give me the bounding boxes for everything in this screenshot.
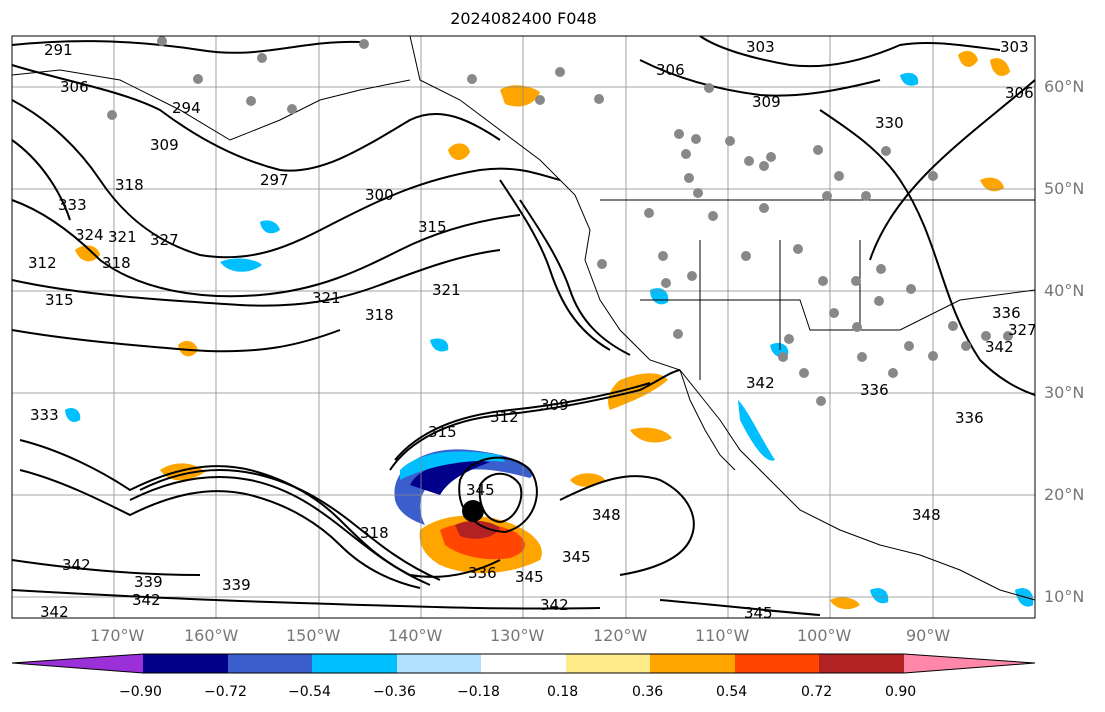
colorbar-segment [735,654,819,673]
contour-label: 318 [102,254,131,272]
contour-label: 333 [58,196,87,214]
contour-label: 342 [132,591,161,609]
lat-tick-label: 60°N [1044,77,1085,96]
contour-label: 336 [860,381,889,399]
contour-label: 297 [260,171,289,189]
contour-label: 333 [30,406,59,424]
colorbar-segment [312,654,397,673]
contour-label: 336 [992,304,1021,322]
colorbar-tick-label: −0.36 [373,684,416,700]
colorbar-segment [397,654,481,673]
lon-tick-label: 160°W [184,626,239,645]
lat-tick-label: 20°N [1044,485,1085,504]
contour-label: 336 [955,409,984,427]
station-dots [107,36,1013,406]
lon-tick-label: 100°W [797,626,852,645]
contour-label: 321 [312,289,341,307]
lon-tick-label: 150°W [286,626,341,645]
contour-label: 312 [28,254,57,272]
contour-label: 309 [150,136,179,154]
lon-tick-label: 130°W [490,626,545,645]
contour-label: 327 [150,231,179,249]
lon-tick-label: 90°W [906,626,951,645]
lon-tick-label: 140°W [388,626,443,645]
colorbar-segment [481,654,566,673]
colorbar-tick-label: −0.90 [119,684,162,700]
map-frame [11,35,1036,619]
contour-label: 318 [360,524,389,542]
contour-label: 342 [540,596,569,614]
contour-label: 315 [418,218,447,236]
colorbar [11,653,1036,674]
lat-tick-label: 50°N [1044,179,1085,198]
colorbar-tick-label: −0.54 [288,684,331,700]
contour-label: 294 [172,99,201,117]
contour-labels: 291 306 294 309 318 333 321 327 324 312 … [28,38,1037,622]
contour-label: 342 [985,338,1014,356]
contour-label: 345 [744,604,773,622]
contour-label: 345 [515,568,544,586]
contour-label: 339 [222,576,251,594]
storm-center-marker [462,500,484,522]
colorbar-segment [819,654,904,673]
contour-label: 336 [468,564,497,582]
colorbar-segment [566,654,650,673]
colorbar-tick-label: 0.36 [632,684,664,700]
contour-label: 321 [432,281,461,299]
lat-tick-label: 10°N [1044,587,1085,606]
contour-label: 318 [115,176,144,194]
lon-tick-label: 120°W [593,626,648,645]
colorbar-tick-label: 0.72 [801,684,833,700]
lon-tick-label: 170°W [90,626,145,645]
contour-label: 306 [1005,84,1034,102]
contour-label: 342 [40,603,69,621]
colorbar-extend-high [904,654,1035,673]
contour-label: 303 [1000,38,1029,56]
colorbar-segment [650,654,735,673]
colorbar-tick-label: 0.18 [547,684,579,700]
lat-tick-label: 40°N [1044,281,1085,300]
colorbar-extend-low [12,654,143,673]
colorbar-tick-label: −0.18 [457,684,500,700]
contour-label: 327 [1008,321,1037,339]
colorbar-segment [228,654,312,673]
contour-label: 342 [62,556,91,574]
contour-label: 315 [45,291,74,309]
contour-label: 348 [912,506,941,524]
contour-label: 342 [746,374,775,392]
contour-label: 321 [108,228,137,246]
contour-label: 303 [746,38,775,56]
contour-label: 315 [428,423,457,441]
contour-label: 339 [134,573,163,591]
contour-label: 309 [752,93,781,111]
lat-tick-label: 30°N [1044,383,1085,402]
contour-label: 345 [562,548,591,566]
colorbar-tick-label: 0.90 [885,684,917,700]
colorbar-tick-label: 0.54 [716,684,748,700]
contour-label: 345 [466,481,495,499]
contour-label: 330 [875,114,904,132]
colorbar-tick-label: −0.72 [204,684,247,700]
plot-title: 2024082400 F048 [450,9,597,28]
contour-label: 291 [44,41,73,59]
contour-label: 312 [490,408,519,426]
contour-label: 306 [60,78,89,96]
contour-lines [11,35,1036,616]
contour-label: 306 [656,61,685,79]
colorbar-segment [143,654,228,673]
contour-label: 324 [75,226,104,244]
lon-tick-label: 110°W [695,626,750,645]
contour-label: 318 [365,306,394,324]
contour-label: 348 [592,506,621,524]
contour-label: 300 [365,186,394,204]
contour-label: 309 [540,396,569,414]
